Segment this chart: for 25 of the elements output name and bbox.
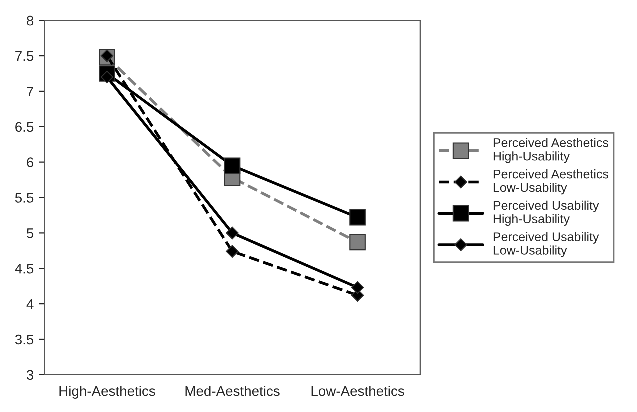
- x-tick-label: Med-Aesthetics: [186, 386, 280, 396]
- legend-label: Perceived Usability Low-Usability: [494, 232, 600, 258]
- point: [351, 281, 364, 294]
- point: [350, 209, 366, 226]
- y-tick-label: 3.5: [15, 334, 34, 345]
- y-tick-label: 4: [26, 300, 34, 310]
- y-tick-label: 7: [27, 86, 34, 96]
- point: [100, 70, 114, 84]
- y-tick-label: 3: [26, 370, 34, 380]
- legend-label: Perceived Aesthetics Low-Usability: [494, 170, 609, 195]
- x-tick-label: Low-Aesthetics: [312, 386, 404, 396]
- point: [224, 158, 241, 174]
- point: [226, 245, 239, 258]
- point: [226, 226, 239, 240]
- y-tick-label: 8: [27, 16, 34, 26]
- legend-label: Perceived Usability High-Usability: [494, 200, 600, 226]
- y-tick-label: 6: [27, 158, 34, 168]
- x-tick-label: High-Aesthetics: [60, 386, 156, 399]
- point: [350, 234, 366, 251]
- y-tick-label: 4.5: [15, 264, 34, 274]
- y-tick-label: 5.5: [15, 193, 34, 203]
- y-tick-label: 5: [27, 228, 34, 238]
- y-tick-label: 6.5: [16, 122, 34, 132]
- y-tick-label: 7.5: [16, 52, 34, 62]
- legend-label: Perceived Aesthetics High-Usability: [494, 138, 609, 164]
